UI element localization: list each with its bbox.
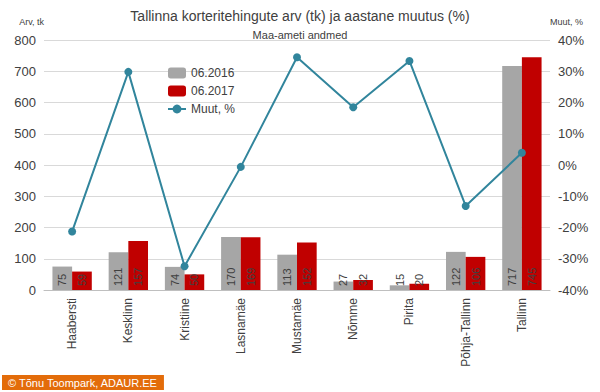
svg-text:200: 200 [14,220,36,235]
svg-text:600: 600 [14,95,36,110]
svg-text:-30%: -30% [558,251,589,266]
svg-text:27: 27 [337,274,349,286]
svg-text:59: 59 [76,274,88,286]
svg-text:Tallinna korteritehingute arv: Tallinna korteritehingute arv (tk) ja aa… [130,8,469,24]
svg-text:Arv, tk: Arv, tk [19,17,44,27]
svg-text:10%: 10% [558,126,584,141]
svg-text:Kesklinn: Kesklinn [121,298,135,343]
svg-text:06.2017: 06.2017 [191,84,235,98]
svg-text:500: 500 [14,126,36,141]
svg-text:745: 745 [526,268,538,286]
svg-text:© Tõnu Toompark, ADAUR.EE: © Tõnu Toompark, ADAUR.EE [8,377,157,389]
svg-text:Pirita: Pirita [402,298,416,326]
svg-text:Lasnamäe: Lasnamäe [234,298,248,354]
svg-text:15: 15 [394,274,406,286]
svg-text:Põhja-Tallinn: Põhja-Tallinn [459,298,473,367]
svg-text:-10%: -10% [558,189,589,204]
svg-text:700: 700 [14,64,36,79]
svg-text:717: 717 [506,268,518,286]
svg-text:Tallinn: Tallinn [515,298,529,332]
svg-text:Kristiine: Kristiine [178,298,192,341]
svg-text:300: 300 [14,189,36,204]
svg-text:169: 169 [245,268,257,286]
svg-text:170: 170 [225,268,237,286]
svg-text:Maa-ameti andmed: Maa-ameti andmed [253,29,348,41]
svg-text:Muut, %: Muut, % [550,17,583,27]
svg-text:06.2016: 06.2016 [191,66,235,80]
svg-text:122: 122 [450,268,462,286]
svg-text:800: 800 [14,33,36,48]
svg-text:Mustamäe: Mustamäe [290,298,304,354]
svg-text:20%: 20% [558,95,584,110]
svg-text:-20%: -20% [558,220,589,235]
svg-text:40%: 40% [558,33,584,48]
svg-text:30%: 30% [558,64,584,79]
svg-text:-40%: -40% [558,283,589,298]
svg-text:74: 74 [169,274,181,286]
svg-text:Nõmme: Nõmme [346,298,360,340]
svg-text:100: 100 [14,251,36,266]
svg-text:113: 113 [281,268,293,286]
svg-text:20: 20 [413,274,425,286]
svg-text:50: 50 [188,274,200,286]
svg-text:400: 400 [14,158,36,173]
svg-text:106: 106 [470,268,482,286]
svg-text:32: 32 [357,274,369,286]
svg-text:157: 157 [132,268,144,286]
svg-text:Haabersti: Haabersti [65,298,79,349]
svg-text:121: 121 [112,268,124,286]
svg-text:75: 75 [56,274,68,286]
svg-text:152: 152 [301,268,313,286]
svg-text:0: 0 [29,283,36,298]
svg-text:0%: 0% [558,158,577,173]
svg-text:Muut, %: Muut, % [191,102,235,116]
